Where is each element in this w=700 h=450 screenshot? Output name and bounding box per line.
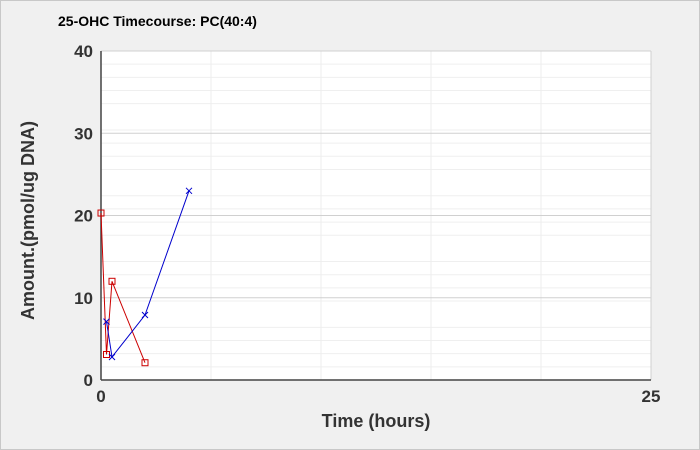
y-tick-label: 20 bbox=[74, 207, 93, 226]
series-1-point bbox=[141, 359, 149, 367]
series-1-line bbox=[100, 213, 146, 363]
series-2-line bbox=[106, 190, 190, 359]
x-tick-label: 0 bbox=[96, 387, 105, 406]
series-2-point bbox=[108, 353, 116, 361]
series-1-point bbox=[108, 277, 116, 285]
chart-title: 25-OHC Timecourse: PC(40:4) bbox=[58, 13, 257, 29]
series-2-point bbox=[141, 311, 149, 319]
x-axis-label: Time (hours) bbox=[322, 411, 431, 431]
y-tick-label: 0 bbox=[84, 371, 93, 390]
series-2-point bbox=[185, 187, 193, 195]
series-1-point bbox=[97, 209, 105, 217]
y-tick-label: 30 bbox=[74, 124, 93, 143]
y-axis-label: Amount.(pmol/ug DNA) bbox=[18, 121, 38, 320]
y-tick-label: 10 bbox=[74, 289, 93, 308]
series-2-point bbox=[103, 318, 110, 325]
x-tick-label: 25 bbox=[642, 387, 661, 406]
y-tick-label: 40 bbox=[74, 42, 93, 61]
